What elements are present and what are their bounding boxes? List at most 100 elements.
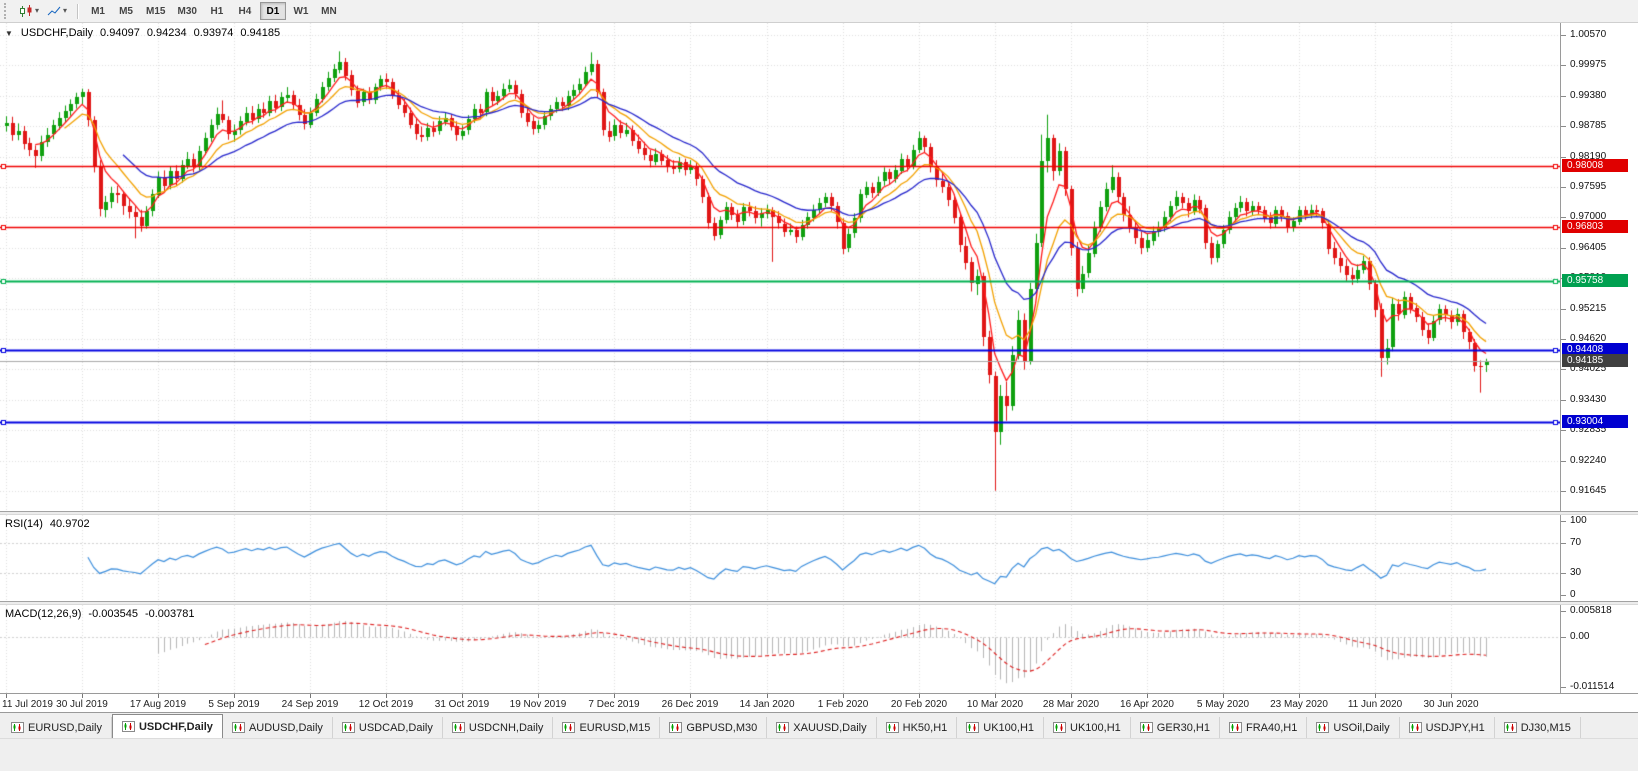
rsi-scale-tick (1561, 543, 1566, 545)
macd-header: MACD(12,26,9) -0.003545 -0.003781 (5, 608, 195, 620)
time-axis-tick (158, 694, 159, 698)
price-scale-label: 0.99975 (1570, 59, 1607, 71)
macd-scale-label: 0.00 (1570, 630, 1590, 642)
time-axis-tick (462, 694, 463, 698)
timeframe-button-M1[interactable]: M1 (85, 2, 111, 20)
macd-scale-label: 0.005818 (1570, 605, 1612, 616)
time-axis-tick (386, 694, 387, 698)
time-axis-label: 7 Dec 2019 (588, 699, 640, 710)
chart-tab-USDCHF-Daily[interactable]: USDCHF,Daily (111, 714, 223, 738)
macd-indicator-canvas[interactable] (0, 605, 1560, 693)
macd-scale-tick (1561, 611, 1566, 612)
chart-tab-DJ30-M15[interactable]: DJ30,M15 (1495, 717, 1581, 738)
mini-chart-icon (1229, 722, 1242, 733)
chart-tab-GER30-H1[interactable]: GER30,H1 (1131, 717, 1220, 738)
mini-chart-icon (669, 722, 683, 733)
mini-chart-icon (11, 722, 24, 733)
mini-chart-icon (1408, 722, 1422, 733)
chart-tab-label: EURUSD,Daily (28, 721, 102, 734)
chart-tab-USDCNH-Daily[interactable]: USDCNH,Daily (443, 717, 554, 738)
price-scale-label: 0.95215 (1570, 302, 1607, 314)
macd-main-value: -0.003545 (88, 608, 138, 620)
chevron-down-icon: ▾ (35, 6, 40, 15)
chart-tab-label: USOil,Daily (1333, 721, 1390, 734)
rsi-scale-label: 30 (1570, 566, 1582, 578)
price-scale[interactable]: 1.00570 0.99975 0.99380 0.98785 0.98190 0.975… (1560, 23, 1638, 693)
time-axis-tick (6, 694, 7, 698)
timeframe-button-MN[interactable]: MN (316, 2, 342, 20)
rsi-indicator-canvas[interactable] (0, 515, 1560, 601)
open-value: 0.94097 (100, 27, 140, 39)
price-scale-tick (1561, 126, 1566, 128)
timeframe-button-W1[interactable]: W1 (288, 2, 314, 20)
timeframe-button-M30[interactable]: M30 (172, 2, 201, 20)
timeframe-button-M15[interactable]: M15 (141, 2, 170, 20)
time-axis-tick (234, 694, 235, 698)
pane-splitter[interactable] (0, 601, 1638, 605)
timeframe-button-M5[interactable]: M5 (113, 2, 139, 20)
rsi-scale-label: 70 (1570, 537, 1582, 549)
time-axis-tick (767, 694, 768, 698)
symbol-period-label: USDCHF,Daily (20, 27, 94, 39)
toolbar-grip[interactable] (4, 3, 10, 19)
chart-tab-XAUUSD-Daily[interactable]: XAUUSD,Daily (767, 717, 877, 738)
time-axis-label: 17 Aug 2019 (129, 699, 187, 710)
time-axis-label: 11 Jul 2019 (2, 699, 53, 710)
chart-tab-UK100-H1[interactable]: UK100,H1 (1044, 717, 1131, 738)
line-chart-button[interactable]: ▾ (43, 2, 71, 21)
mini-chart-icon (885, 722, 899, 733)
chart-tab-FRA40-H1[interactable]: FRA40,H1 (1220, 717, 1308, 738)
chart-tab-HK50-H1[interactable]: HK50,H1 (877, 717, 958, 738)
price-scale-label: 0.98785 (1570, 120, 1607, 132)
time-axis[interactable]: 11 Jul 2019 30 Jul 2019 17 Aug 2019 5 Sep 2… (0, 693, 1638, 712)
chart-tab-USOil-Daily[interactable]: USOil,Daily (1307, 717, 1400, 738)
chart-tab-EURUSD-Daily[interactable]: EURUSD,Daily (2, 717, 112, 738)
time-axis-label: 30 Jun 2020 (1423, 699, 1479, 710)
price-level-tag: 0.98008 (1562, 158, 1628, 172)
collapse-indicator-icon[interactable]: ▼ (5, 28, 13, 38)
mini-chart-icon (121, 721, 135, 732)
toolbar-separator (77, 3, 79, 19)
pane-splitter[interactable] (0, 511, 1638, 515)
chart-tab-label: XAUUSD,Daily (793, 721, 867, 734)
time-axis-label: 11 Jun 2020 (1347, 699, 1403, 710)
chart-tab-GBPUSD-M30[interactable]: GBPUSD,M30 (660, 717, 768, 738)
chart-tab-USDJPY-H1[interactable]: USDJPY,H1 (1400, 717, 1495, 738)
macd-indicator-label: MACD(12,26,9) (5, 608, 82, 620)
chart-tab-EURUSD-M15[interactable]: EURUSD,M15 (553, 717, 661, 738)
chart-ohlc-header: ▼ USDCHF,Daily 0.94097 0.94234 0.93974 0… (5, 27, 280, 39)
chart-tab-label: AUDUSD,Daily (248, 721, 323, 734)
candlestick-chart-button[interactable]: ▾ (15, 2, 43, 21)
price-scale-label: 0.91645 (1570, 485, 1607, 496)
timeframe-button-D1[interactable]: D1 (259, 2, 286, 20)
price-level-tag: 0.94408 (1562, 342, 1628, 356)
price-level-tag: 0.93004 (1562, 414, 1628, 428)
timeframe-button-group: M1 M5 M15 M30 H1 H4 D1 W1 MN (84, 2, 343, 20)
time-axis-tick (919, 694, 920, 698)
price-chart-canvas[interactable] (0, 23, 1560, 511)
price-scale-tick (1561, 156, 1566, 158)
rsi-scale-label: 0 (1570, 589, 1576, 600)
chart-tab-label: HK50,H1 (902, 721, 948, 734)
price-scale-tick (1561, 369, 1566, 371)
rsi-header: RSI(14) 40.9702 (5, 518, 90, 530)
chart-tab-AUDUSD-Daily[interactable]: AUDUSD,Daily (223, 717, 333, 738)
price-scale-tick (1561, 247, 1566, 249)
candlestick-chart-icon (19, 4, 34, 18)
timeframe-button-H1[interactable]: H1 (204, 2, 230, 20)
rsi-scale-tick (1561, 572, 1566, 574)
chart-tab-UK100-H1[interactable]: UK100,H1 (957, 717, 1045, 738)
chart-tab-label: GBPUSD,M30 (686, 721, 758, 734)
chart-tab-label: UK100,H1 (1070, 721, 1121, 734)
price-scale-label: 0.92835 (1570, 424, 1607, 436)
macd-signal-value: -0.003781 (144, 608, 195, 620)
price-scale-tick (1561, 187, 1566, 188)
price-scale-label: 1.00570 (1570, 29, 1607, 40)
high-value: 0.94234 (146, 27, 187, 39)
window-filler (0, 738, 1638, 771)
time-axis-label: 26 Dec 2019 (661, 699, 719, 710)
chart-tab-USDCAD-Daily[interactable]: USDCAD,Daily (333, 717, 443, 738)
time-axis-tick (82, 694, 83, 698)
timeframe-button-H4[interactable]: H4 (232, 2, 258, 20)
close-value: 0.94185 (240, 27, 281, 39)
